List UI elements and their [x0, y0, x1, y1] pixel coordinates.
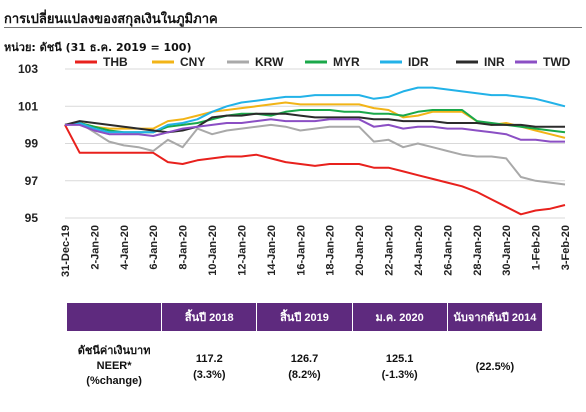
y-tick-label: 97 — [25, 174, 39, 188]
table-header-since-2014: นับจากต้นปี 2014 — [447, 303, 542, 331]
table-cell-end-2018: 117.2 (3.3%) — [162, 332, 257, 401]
table-row: ดัชนีค่าเงินบาท NEER* (%change) 117.2 (3… — [67, 332, 542, 401]
chart-section-title: การเปลี่ยนแปลงของสกุลเงินในภูมิภาค — [4, 12, 218, 27]
y-tick-label: 103 — [18, 62, 38, 76]
x-tick-label: 31-Dec-19 — [60, 225, 72, 277]
table-row-label: ดัชนีค่าเงินบาท NEER* (%change) — [67, 332, 162, 401]
table-header-end-2018: สิ้นปี 2018 — [162, 303, 257, 331]
x-tick-label: 26-Jan-20 — [442, 225, 454, 276]
table-cell-jan-2020: 125.1 (-1.3%) — [352, 332, 447, 401]
table-header-blank — [67, 303, 162, 331]
row-label-line: ดัชนีค่าเงินบาท — [77, 345, 151, 357]
x-tick-label: 12-Jan-20 — [236, 225, 248, 276]
x-tick-label: 2-Jan-20 — [89, 225, 101, 270]
x-tick-label: 24-Jan-20 — [413, 225, 425, 276]
cell-value: 126.7 — [290, 352, 319, 365]
x-tick-label: 30-Jan-20 — [501, 225, 513, 276]
cell-change: (3.3%) — [193, 368, 226, 381]
cell-change: (22.5%) — [475, 360, 515, 373]
table-header-jan-2020: ม.ค. 2020 — [352, 303, 447, 331]
cell-change: (-1.3%) — [381, 368, 418, 381]
unit-label: หน่วย: ดัชนี (31 ธ.ค. 2019 = 100) — [4, 41, 192, 54]
line-chart: 95 97 99 101 103 31-Dec-19 2-Jan-20 4-Jan-20 6-… — [18, 56, 572, 277]
cell-value: 125.1 — [385, 352, 414, 365]
legend-label: IDR — [408, 56, 429, 69]
table-cell-end-2019: 126.7 (8.2%) — [257, 332, 352, 401]
table-header-row: สิ้นปี 2018 สิ้นปี 2019 ม.ค. 2020 นับจาก… — [67, 303, 542, 331]
legend-label: MYR — [333, 56, 360, 69]
y-tick-label: 95 — [25, 211, 39, 225]
y-axis-ticks: 95 97 99 101 103 — [18, 62, 38, 225]
series-line-idr — [64, 86, 566, 134]
x-tick-label: 22-Jan-20 — [384, 225, 396, 276]
series-line-twd — [65, 118, 565, 143]
table-header-end-2019: สิ้นปี 2019 — [257, 303, 352, 331]
x-tick-label: 3-Feb-20 — [560, 225, 572, 270]
legend-label: CNY — [180, 56, 205, 69]
series-line-inr — [64, 112, 565, 134]
title-divider — [4, 27, 582, 28]
x-tick-label: 20-Jan-20 — [354, 225, 366, 276]
table-cell-since-2014: (22.5%) — [447, 332, 542, 401]
legend-label: THB — [103, 56, 128, 69]
series-line-thb — [64, 124, 566, 216]
legend-label: INR — [484, 56, 505, 69]
cell-change: (8.2%) — [288, 368, 321, 381]
series-line-krw — [64, 122, 566, 186]
x-tick-label: 10-Jan-20 — [207, 225, 219, 276]
cell-value: 117.2 — [195, 352, 223, 365]
x-tick-label: 4-Jan-20 — [119, 225, 131, 270]
x-tick-label: 1-Feb-20 — [531, 225, 543, 270]
neer-summary-table: สิ้นปี 2018 สิ้นปี 2019 ม.ค. 2020 นับจาก… — [66, 302, 543, 402]
x-tick-label: 28-Jan-20 — [472, 225, 484, 276]
gridlines — [65, 68, 565, 219]
legend-label: KRW — [255, 56, 284, 69]
x-tick-label: 6-Jan-20 — [148, 225, 160, 270]
row-label-line: (%change) — [86, 375, 142, 387]
y-tick-label: 101 — [18, 99, 38, 113]
row-label-line: NEER* — [96, 360, 132, 372]
legend-label: TWD — [543, 56, 571, 69]
y-tick-label: 99 — [25, 137, 39, 151]
x-tick-label: 16-Jan-20 — [295, 225, 307, 276]
legend: THB CNY KRW MYR IDR INR TWD — [75, 56, 571, 69]
series-lines — [64, 86, 566, 216]
x-tick-label: 8-Jan-20 — [178, 225, 190, 270]
x-tick-label: 14-Jan-20 — [266, 225, 278, 276]
x-axis-ticks: 31-Dec-19 2-Jan-20 4-Jan-20 6-Jan-20 8-Jan-2… — [60, 225, 572, 277]
x-tick-label: 18-Jan-20 — [325, 225, 337, 276]
